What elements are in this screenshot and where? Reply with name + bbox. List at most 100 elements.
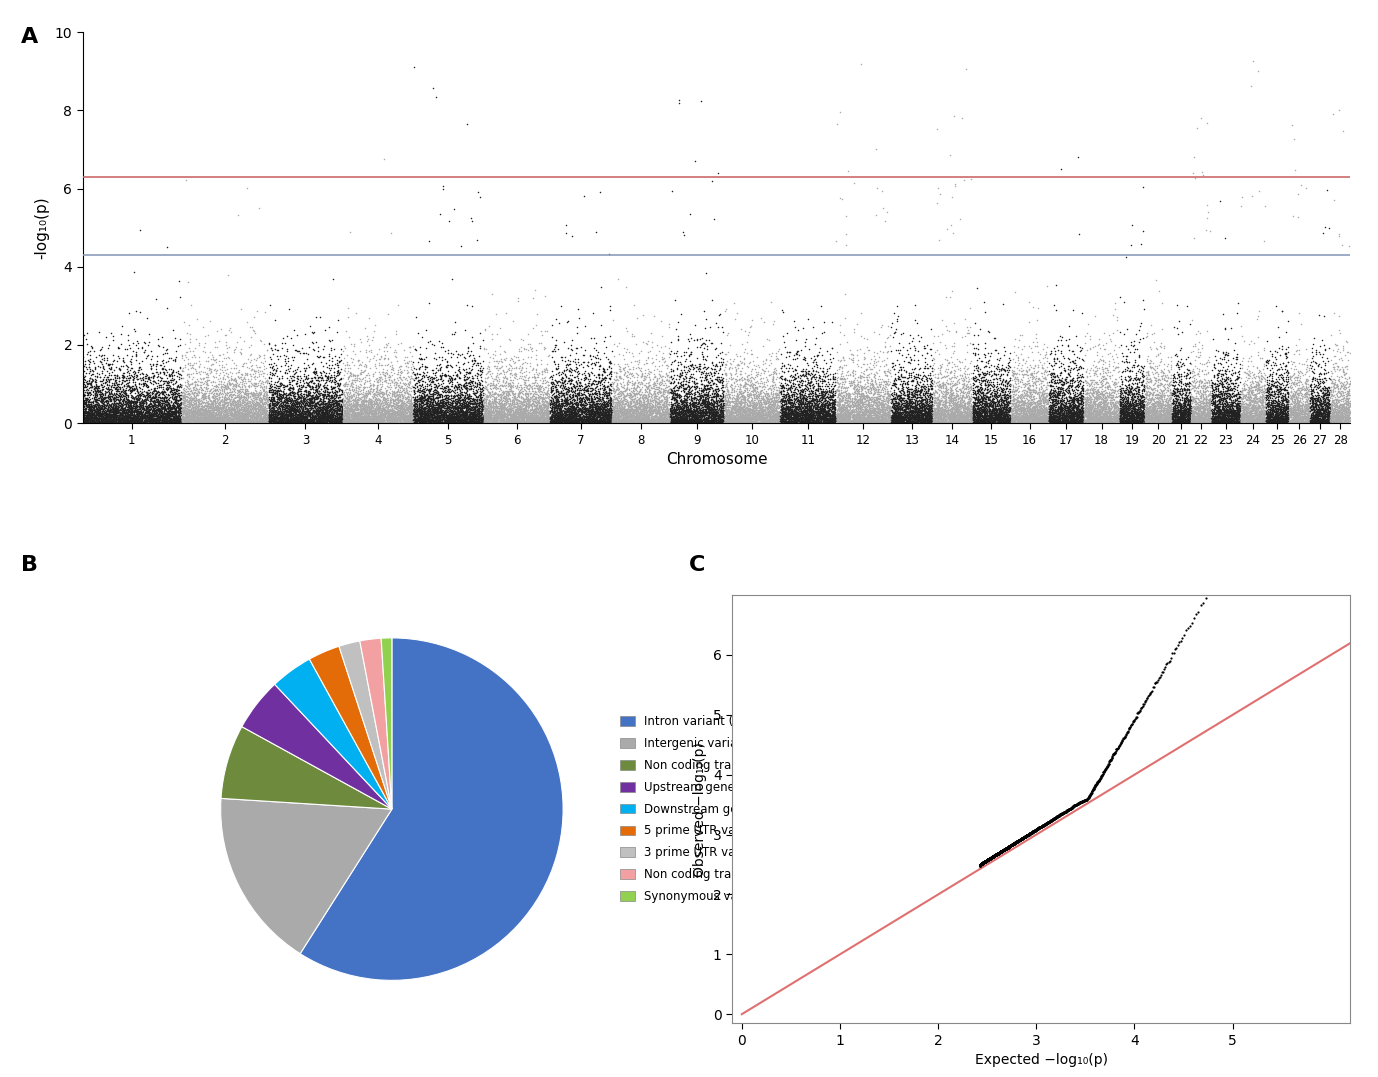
- Point: [1169, 411, 1191, 429]
- Point: [380, 396, 402, 414]
- Point: [562, 403, 584, 420]
- Point: [489, 400, 511, 417]
- Point: [1242, 398, 1264, 416]
- Point: [967, 414, 989, 431]
- Point: [624, 380, 646, 397]
- Point: [619, 384, 641, 402]
- Point: [777, 409, 799, 426]
- Point: [1228, 403, 1250, 420]
- Point: [431, 397, 453, 415]
- Point: [1283, 398, 1305, 416]
- Point: [91, 393, 113, 410]
- Point: [980, 410, 1002, 428]
- Point: [803, 406, 825, 423]
- Point: [576, 374, 598, 391]
- Point: [1027, 820, 1049, 837]
- Point: [142, 410, 164, 428]
- Point: [360, 414, 382, 431]
- Point: [251, 410, 273, 428]
- Point: [693, 414, 715, 431]
- Point: [416, 409, 438, 426]
- Point: [952, 409, 974, 426]
- Point: [1236, 403, 1258, 420]
- Point: [456, 404, 478, 421]
- Point: [821, 407, 843, 424]
- Point: [973, 402, 995, 419]
- Point: [671, 414, 693, 431]
- Point: [586, 414, 608, 431]
- Point: [218, 412, 240, 430]
- Point: [995, 398, 1017, 416]
- Point: [635, 409, 657, 426]
- Point: [205, 391, 227, 408]
- Point: [1232, 386, 1254, 403]
- Point: [384, 400, 407, 417]
- Point: [934, 408, 956, 425]
- Point: [142, 408, 164, 425]
- Point: [1253, 410, 1275, 428]
- Point: [1184, 404, 1206, 421]
- Point: [238, 403, 260, 420]
- Point: [518, 410, 540, 428]
- Point: [966, 393, 988, 410]
- Point: [464, 409, 486, 426]
- Point: [772, 401, 794, 418]
- Point: [748, 411, 770, 429]
- Point: [646, 395, 668, 412]
- Point: [605, 412, 627, 430]
- Point: [831, 389, 853, 406]
- Point: [1003, 414, 1025, 431]
- Point: [932, 375, 954, 392]
- Point: [564, 411, 586, 429]
- Point: [83, 400, 105, 417]
- Point: [653, 405, 675, 422]
- Point: [991, 842, 1013, 859]
- Point: [295, 395, 317, 412]
- Point: [1202, 414, 1224, 431]
- Point: [987, 845, 1009, 863]
- Point: [608, 400, 630, 417]
- Point: [109, 403, 131, 420]
- Point: [788, 410, 810, 428]
- Point: [1182, 409, 1204, 426]
- Point: [914, 378, 936, 395]
- Point: [1272, 392, 1294, 409]
- Point: [1061, 405, 1083, 422]
- Point: [1317, 398, 1339, 416]
- Point: [157, 380, 179, 397]
- Point: [455, 412, 477, 430]
- Point: [234, 386, 256, 403]
- Point: [648, 405, 670, 422]
- Point: [983, 848, 1005, 865]
- Point: [511, 394, 533, 411]
- Point: [248, 394, 270, 411]
- Point: [106, 367, 128, 384]
- Point: [1028, 414, 1050, 431]
- Point: [536, 387, 558, 404]
- Point: [670, 409, 692, 426]
- Point: [179, 389, 201, 406]
- Point: [689, 339, 711, 356]
- Point: [310, 394, 332, 411]
- Point: [1334, 392, 1356, 409]
- Point: [489, 389, 511, 406]
- Point: [335, 400, 357, 417]
- Point: [985, 847, 1007, 864]
- Point: [836, 406, 858, 423]
- Point: [1094, 363, 1116, 380]
- Point: [619, 414, 641, 431]
- Point: [995, 840, 1017, 857]
- Point: [284, 412, 306, 430]
- Point: [358, 383, 380, 401]
- Point: [664, 404, 686, 421]
- Point: [912, 414, 934, 431]
- Point: [994, 840, 1016, 857]
- Point: [441, 396, 463, 414]
- Point: [878, 398, 900, 416]
- Point: [1035, 815, 1057, 833]
- Point: [1007, 414, 1029, 431]
- Point: [426, 403, 448, 420]
- Point: [123, 363, 145, 380]
- Point: [328, 412, 350, 430]
- Point: [485, 402, 507, 419]
